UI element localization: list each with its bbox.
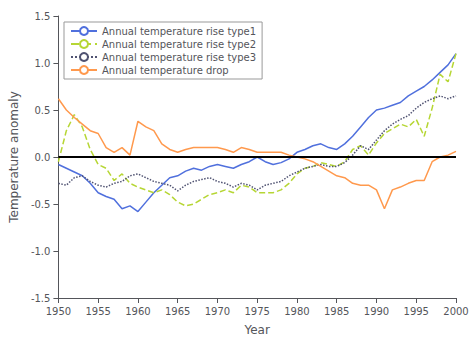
svg-text:1970: 1970	[205, 306, 230, 317]
svg-text:1995: 1995	[404, 306, 429, 317]
svg-text:1980: 1980	[284, 306, 309, 317]
svg-text:Annual temperature drop: Annual temperature drop	[102, 65, 229, 76]
svg-text:1950: 1950	[46, 306, 71, 317]
svg-text:0.5: 0.5	[35, 105, 51, 116]
svg-text:Temperature anomaly: Temperature anomaly	[7, 91, 21, 224]
svg-text:-1.5: -1.5	[31, 293, 51, 304]
svg-text:Year: Year	[244, 323, 270, 337]
svg-text:Annual temperature rise type2: Annual temperature rise type2	[102, 39, 256, 50]
svg-text:1965: 1965	[165, 306, 190, 317]
svg-text:-0.5: -0.5	[31, 199, 51, 210]
svg-text:1.0: 1.0	[35, 58, 51, 69]
svg-text:1985: 1985	[324, 306, 349, 317]
svg-text:0.0: 0.0	[35, 152, 51, 163]
svg-text:Annual temperature rise type3: Annual temperature rise type3	[102, 52, 256, 63]
svg-text:1960: 1960	[125, 306, 150, 317]
svg-text:1.5: 1.5	[35, 11, 51, 22]
svg-text:-1.0: -1.0	[31, 246, 51, 257]
svg-text:Annual temperature rise type1: Annual temperature rise type1	[102, 26, 256, 37]
svg-text:2000: 2000	[443, 306, 468, 317]
svg-text:1975: 1975	[244, 306, 269, 317]
svg-text:1990: 1990	[364, 306, 389, 317]
svg-text:1955: 1955	[85, 306, 110, 317]
